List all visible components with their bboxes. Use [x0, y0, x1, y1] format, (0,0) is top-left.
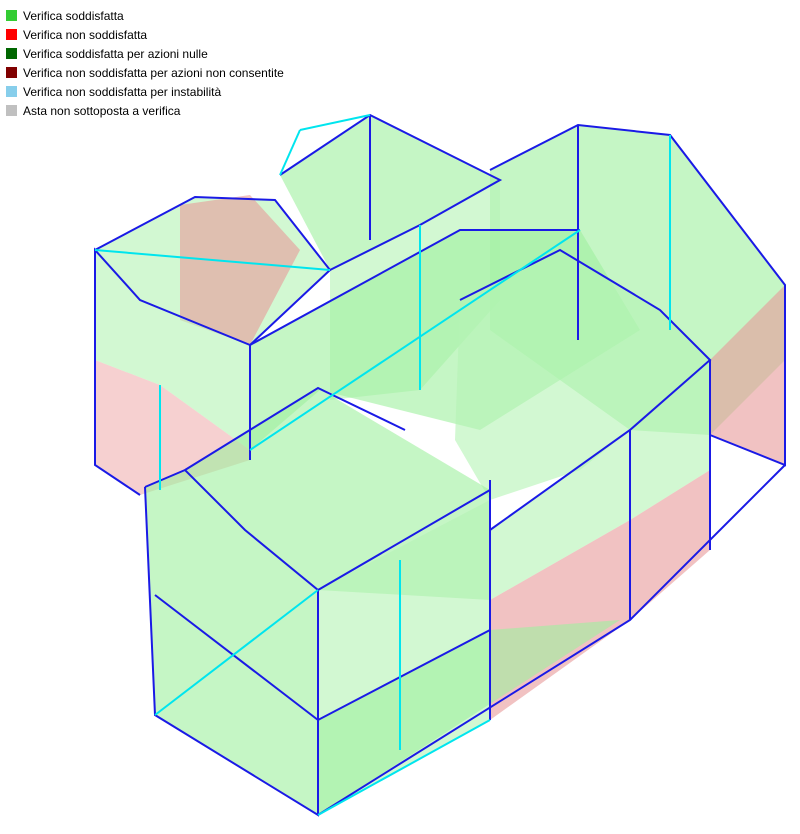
legend-swatch	[6, 86, 17, 97]
legend-item: Verifica non soddisfatta	[6, 25, 284, 44]
member-line	[279, 129, 301, 176]
edge-line	[154, 594, 491, 722]
wall-panel	[180, 195, 300, 345]
legend: Verifica soddisfatta Verifica non soddis…	[6, 6, 284, 120]
legend-item: Verifica non soddisfatta per azioni non …	[6, 63, 284, 82]
legend-label: Verifica non soddisfatta per azioni non …	[23, 65, 284, 80]
edge-line	[489, 123, 786, 467]
legend-label: Verifica non soddisfatta per instabilità	[23, 84, 222, 99]
member-line	[299, 114, 371, 131]
wall-panel	[145, 470, 318, 815]
legend-label: Verifica soddisfatta	[23, 8, 124, 23]
legend-item: Verifica soddisfatta per azioni nulle	[6, 44, 284, 63]
edge-line	[184, 386, 406, 471]
edge-line	[249, 229, 580, 346]
legend-swatch	[6, 48, 17, 59]
legend-swatch	[6, 10, 17, 21]
member-line	[249, 229, 581, 451]
edge-line	[144, 486, 319, 817]
legend-swatch	[6, 29, 17, 40]
legend-swatch	[6, 67, 17, 78]
member-line	[317, 719, 491, 816]
legend-item: Verifica soddisfatta	[6, 6, 284, 25]
wall-panel	[455, 250, 710, 500]
wall-panel	[95, 250, 250, 450]
edge-line	[279, 113, 503, 271]
legend-item: Asta non sottoposta a verifica	[6, 101, 284, 120]
wall-panel	[318, 620, 620, 815]
wall-panel	[710, 285, 785, 465]
member-line	[154, 589, 319, 716]
wall-panel	[490, 360, 710, 600]
legend-swatch	[6, 105, 17, 116]
legend-label: Verifica non soddisfatta	[23, 27, 148, 42]
legend-label: Verifica soddisfatta per azioni nulle	[23, 46, 208, 61]
legend-item: Verifica non soddisfatta per instabilità	[6, 82, 284, 101]
edge-line	[144, 468, 491, 592]
wall-panel	[280, 115, 500, 270]
legend-label: Asta non sottoposta a verifica	[23, 103, 181, 118]
member-line	[94, 249, 331, 271]
